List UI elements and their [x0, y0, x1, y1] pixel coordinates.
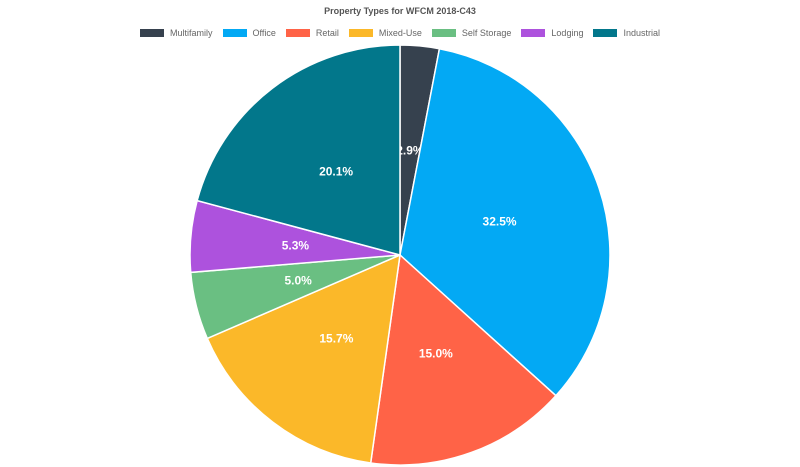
legend: Multifamily Office Retail Mixed-Use Self Sto…: [0, 28, 800, 38]
legend-item-mixed-use[interactable]: Mixed-Use: [348, 28, 422, 38]
slice-label: 5.0%: [284, 274, 312, 288]
legend-swatch: [348, 29, 373, 37]
slice-label: 20.1%: [319, 165, 353, 179]
legend-swatch: [140, 29, 164, 37]
legend-item-self-storage[interactable]: Self Storage: [431, 28, 512, 38]
legend-label: Industrial: [623, 28, 660, 38]
legend-label: Retail: [315, 28, 339, 38]
legend-label: Lodging: [551, 28, 584, 38]
pie-slice-retail[interactable]: [369, 253, 557, 466]
legend-swatch: [521, 29, 546, 37]
slice-label: 32.5%: [483, 215, 517, 229]
legend-swatch: [593, 29, 618, 37]
legend-item-multifamily[interactable]: Multifamily: [140, 28, 213, 38]
chart-title: Property Types for WFCM 2018-C43: [324, 6, 476, 16]
legend-swatch: [222, 29, 247, 37]
legend-label: Mixed-Use: [378, 28, 422, 38]
legend-label: Multifamily: [170, 28, 213, 38]
slice-label: 5.3%: [282, 239, 310, 253]
pie-slice-mixed-use[interactable]: [206, 253, 401, 464]
slice-label: 15.0%: [419, 347, 453, 361]
slice-label: 15.7%: [319, 332, 353, 346]
legend-item-office[interactable]: Office: [222, 28, 276, 38]
legend-item-lodging[interactable]: Lodging: [521, 28, 583, 38]
slice-label: 2.9%: [396, 143, 424, 157]
legend-item-industrial[interactable]: Industrial: [593, 28, 660, 38]
legend-item-retail[interactable]: Retail: [285, 28, 339, 38]
legend-swatch: [431, 29, 456, 37]
pie-slice-industrial[interactable]: [196, 44, 401, 256]
pie-slice-office[interactable]: [399, 47, 611, 397]
legend-swatch: [285, 29, 310, 37]
legend-label: Self Storage: [461, 28, 512, 38]
legend-label: Office: [252, 28, 276, 38]
